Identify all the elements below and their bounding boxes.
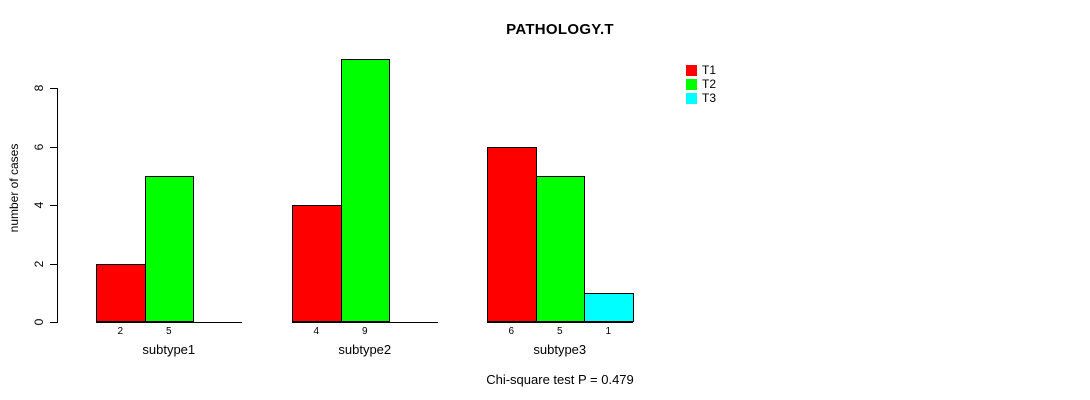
legend: T1 T2 T3: [686, 63, 716, 105]
legend-swatch-icon: [686, 64, 697, 76]
bar-value-label: 1: [605, 326, 612, 337]
chi-square-caption: Chi-square test P = 0.479: [486, 372, 634, 387]
y-axis-label: number of cases: [7, 143, 21, 233]
legend-swatch-icon: [686, 78, 697, 90]
bar-t2-subtype3: [535, 175, 585, 322]
bar-t1-subtype3: [487, 146, 537, 322]
bar-t2-subtype2: [340, 58, 390, 322]
y-tick-label: 4: [32, 201, 46, 209]
y-axis-line: [57, 88, 58, 323]
category-label-subtype3: subtype3: [533, 342, 587, 357]
category-label-subtype2: subtype2: [338, 342, 392, 357]
bar-value-label: 2: [117, 326, 124, 337]
bar-t1-subtype2: [292, 205, 342, 322]
bar-value-label: 9: [361, 326, 368, 337]
bar-t2-subtype1: [144, 175, 194, 322]
bar-t1-subtype1: [96, 263, 146, 322]
y-tick-mark: [50, 88, 57, 89]
bar-value-label: 4: [313, 326, 320, 337]
group-baseline: [292, 322, 438, 323]
y-tick-label: 2: [32, 260, 46, 267]
y-tick-mark: [50, 146, 57, 148]
y-tick-mark: [50, 322, 57, 323]
legend-item-t1: T1: [686, 63, 716, 77]
group-baseline: [487, 322, 633, 323]
legend-swatch-icon: [686, 92, 697, 104]
y-tick-mark: [50, 263, 57, 265]
legend-label: T2: [702, 77, 717, 91]
legend-item-t2: T2: [686, 77, 716, 91]
legend-label: T1: [702, 63, 717, 77]
bar-t3-subtype3: [584, 292, 634, 322]
bar-value-label: 5: [556, 326, 563, 337]
legend-label: T3: [702, 91, 717, 105]
y-tick-label: 6: [32, 143, 46, 150]
y-tick-label: 8: [32, 84, 46, 92]
bar-value-label: 5: [165, 326, 172, 337]
category-label-subtype1: subtype1: [142, 342, 196, 357]
legend-item-t3: T3: [686, 91, 716, 105]
chart-title: PATHOLOGY.T: [506, 21, 614, 38]
bar-value-label: 6: [508, 326, 515, 337]
y-tick-label: 0: [32, 318, 46, 326]
y-tick-mark: [50, 205, 57, 206]
group-baseline: [96, 322, 242, 323]
